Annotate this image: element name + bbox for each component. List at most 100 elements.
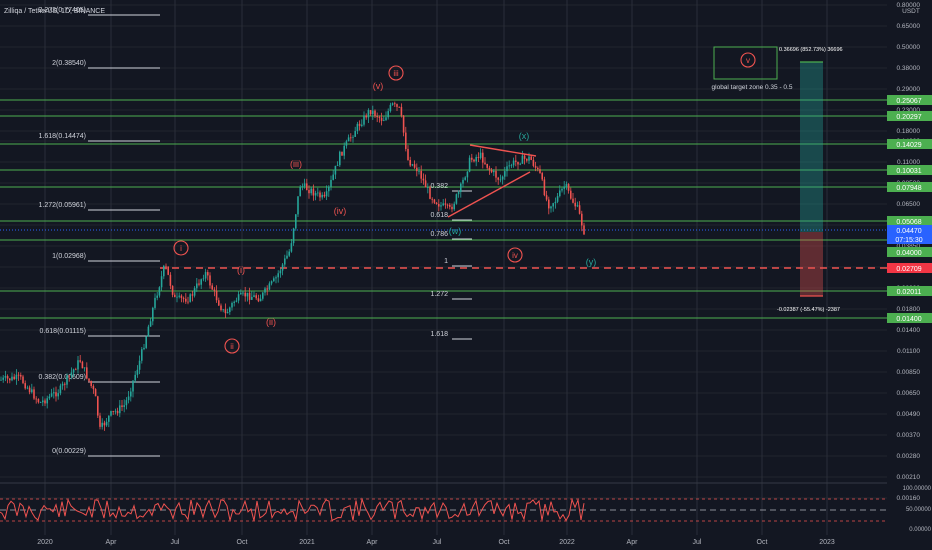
wave-label: ii (230, 342, 234, 351)
candle-body (389, 104, 392, 112)
wave-label: (w) (449, 226, 462, 236)
fib-extension-left[interactable]: 2.272(0.77405) 2(0.38540) 1.618(0.14474) 1.… (39, 7, 160, 457)
candle-body (383, 120, 385, 121)
candle-body (211, 285, 213, 290)
candle-body (130, 391, 132, 397)
candle-body (136, 369, 139, 375)
candle-body (493, 170, 495, 173)
candle-body (325, 191, 328, 197)
price-tag[interactable] (887, 263, 932, 273)
wave-label: (iii) (290, 159, 302, 169)
price-tag[interactable] (887, 139, 932, 149)
price-tag[interactable] (887, 95, 932, 105)
loss-zone[interactable] (800, 232, 823, 296)
wave-circle (224, 338, 240, 354)
price-tag[interactable] (887, 111, 932, 121)
triangle-upper-trendline[interactable] (469, 144, 537, 157)
candle-body (215, 290, 218, 301)
candle-body (343, 145, 345, 156)
price-tag-label: 0.20297 (896, 114, 921, 121)
candle-body (506, 166, 508, 172)
candle-body (574, 202, 576, 207)
candle-body (167, 266, 169, 275)
triangle-lower-trendline[interactable] (447, 171, 531, 218)
candle-body (152, 307, 154, 322)
candle-body (253, 295, 255, 297)
price-tick-label: 0.11000 (897, 159, 920, 166)
price-axis[interactable]: 0.80000 0.65000 0.50000 0.38000 0.29000 0.230… (887, 0, 932, 535)
candle-body (398, 106, 400, 108)
candle-body (530, 156, 532, 160)
candle-body (22, 376, 24, 384)
price-tag[interactable] (887, 313, 932, 323)
long-position-tool[interactable]: global target zone 0.35 - 0.5 0.36696 (85… (712, 46, 843, 313)
price-tag[interactable] (887, 216, 932, 226)
wave-label: i (180, 244, 182, 253)
candle-body (471, 157, 473, 160)
candle-body (301, 186, 304, 187)
candle-body (512, 160, 515, 166)
candle-body (429, 187, 431, 199)
price-tag-label: 0.01400 (896, 316, 921, 323)
rsi-pane[interactable] (0, 482, 932, 522)
candle-body (402, 115, 405, 133)
candle-body (567, 184, 570, 191)
candle-body (277, 273, 279, 278)
candle-body (94, 389, 97, 397)
candle-body (242, 292, 244, 294)
price-tag[interactable] (887, 165, 932, 175)
candle-body (334, 165, 337, 175)
price-tag[interactable] (887, 182, 932, 192)
candle-body (33, 389, 35, 399)
profit-zone[interactable] (800, 62, 823, 232)
candle-body (15, 374, 18, 380)
price-tag[interactable] (887, 225, 932, 235)
candle-body (196, 283, 198, 289)
time-tick-label: Jul (171, 539, 180, 546)
candle-body (319, 192, 321, 198)
target-zone-box[interactable] (713, 46, 778, 80)
price-tick-label: 0.23000 (897, 107, 921, 114)
candle-body (2, 377, 4, 380)
time-axis[interactable]: 2020 Apr Jul Oct 2021 Apr Jul Oct 2022 Apr Jul Oct 2… (37, 539, 835, 546)
candle-body (259, 298, 262, 302)
candle-body (281, 264, 284, 271)
candle-body (556, 196, 559, 202)
candle-body (438, 203, 440, 207)
candle-body (233, 301, 235, 303)
candle-body (268, 283, 271, 290)
price-tag-label: 0.25067 (896, 98, 921, 105)
rsi-line (0, 497, 585, 522)
candle-body (231, 302, 233, 308)
candle-body (356, 123, 359, 132)
candlestick-series[interactable] (0, 101, 585, 431)
candle-body (563, 186, 565, 189)
candle-body (486, 163, 488, 168)
candle-body (240, 293, 242, 295)
candle-body (141, 349, 143, 361)
target-loss-label: -0.02387 (-55.47%) -2387 (777, 307, 840, 313)
time-tick-label: Apr (627, 539, 639, 546)
candle-body (154, 297, 156, 308)
candle-body (70, 372, 73, 376)
fib-level-label: 1 (444, 258, 448, 265)
candle-body (143, 347, 145, 350)
horizontal-levels[interactable] (0, 99, 887, 319)
price-tag-label: 0.05068 (896, 219, 921, 226)
candle-body (53, 392, 55, 394)
price-tag[interactable] (887, 286, 932, 296)
price-tag[interactable] (887, 234, 932, 244)
candle-body (72, 369, 75, 373)
candle-body (416, 167, 418, 172)
candle-body (31, 389, 33, 393)
candle-body (176, 296, 178, 298)
target-zone-label: global target zone 0.35 - 0.5 (712, 84, 793, 91)
candle-body (39, 402, 42, 404)
fib-retracement-mid[interactable]: 0.382 0.618 0.786 1 1.272 1.618 (430, 183, 472, 340)
candle-body (226, 312, 229, 314)
candle-body (79, 360, 81, 362)
trendline-drawings[interactable] (447, 144, 537, 218)
candle-body (504, 171, 506, 177)
price-tag[interactable] (887, 247, 932, 257)
